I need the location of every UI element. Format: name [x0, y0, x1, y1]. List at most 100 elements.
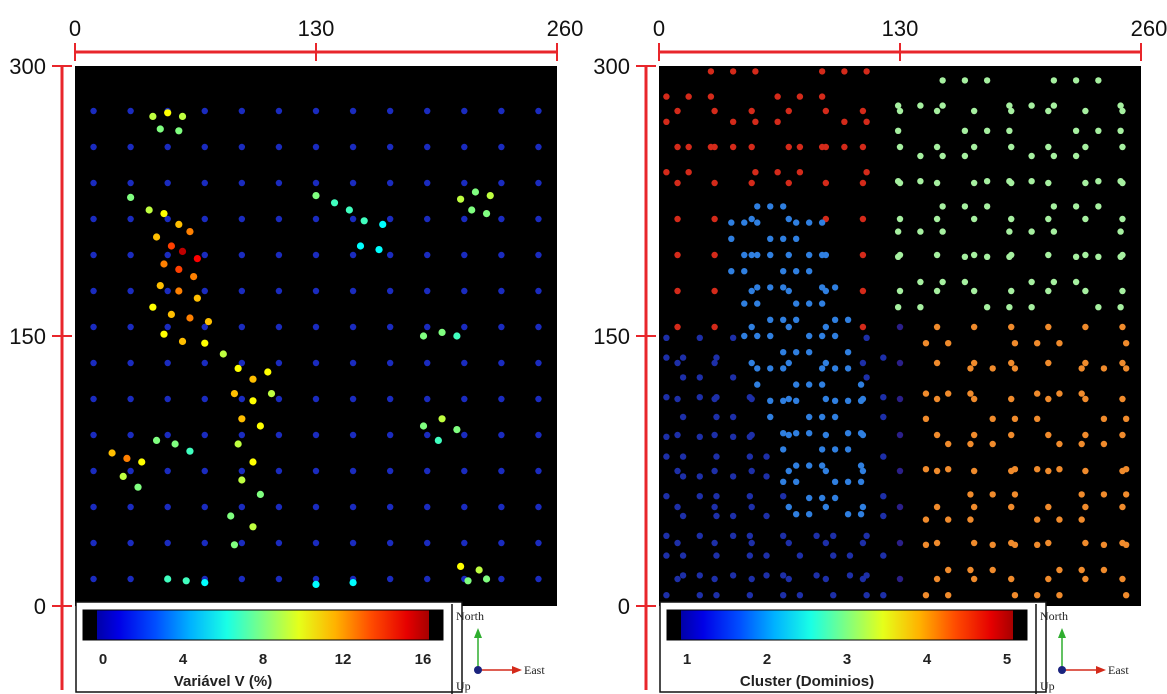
grid-sample-point: [275, 251, 283, 259]
data-point: [238, 476, 246, 484]
cluster-point: [844, 446, 852, 453]
grid-sample-point: [970, 359, 978, 367]
grid-sample-point: [1045, 143, 1052, 151]
data-point: [149, 303, 157, 311]
x-tick-label: 260: [547, 16, 583, 41]
cluster-point: [767, 235, 774, 242]
grid-sample-point: [238, 251, 246, 259]
cluster-point: [1050, 152, 1058, 160]
cluster-point: [1056, 516, 1063, 523]
colorbar-tick-label: 16: [415, 651, 432, 668]
grid-sample-point: [312, 359, 320, 367]
cluster-point: [685, 143, 692, 151]
grid-sample-point: [1082, 503, 1089, 511]
grid-sample-point: [238, 467, 246, 475]
grid-sample-point: [822, 359, 830, 367]
grid-sample-point: [1008, 575, 1015, 583]
cluster-point: [663, 433, 670, 440]
data-point: [379, 220, 387, 228]
cluster-point: [792, 381, 800, 388]
grid-sample-point: [933, 539, 941, 547]
data-point: [156, 125, 164, 133]
grid-sample-point: [238, 143, 246, 151]
grid-sample-point: [312, 215, 320, 223]
data-point: [175, 127, 183, 135]
grid-sample-point: [896, 467, 904, 475]
cluster-point: [831, 446, 839, 453]
cluster-point: [696, 394, 703, 401]
cluster-point: [939, 228, 946, 235]
cluster-point: [1033, 390, 1041, 397]
data-point: [160, 260, 168, 268]
cluster-point: [818, 332, 826, 340]
cluster-point: [1122, 541, 1130, 548]
grid-sample-point: [933, 107, 941, 115]
grid-sample-point: [1045, 323, 1052, 331]
data-point: [312, 580, 320, 589]
cluster-point: [863, 572, 870, 579]
cluster-point: [792, 430, 800, 437]
grid-sample-point: [275, 323, 283, 331]
grid-sample-point: [1008, 359, 1015, 367]
grid-sample-point: [127, 215, 134, 223]
cluster-point: [939, 203, 946, 210]
grid-sample-point: [859, 215, 867, 223]
cluster-point: [1072, 278, 1080, 286]
grid-sample-point: [386, 323, 394, 331]
grid-sample-point: [238, 539, 246, 547]
cluster-point: [1011, 415, 1019, 422]
cluster-point: [880, 394, 887, 401]
cluster-point: [679, 413, 687, 421]
data-point: [475, 566, 483, 574]
grid-sample-point: [822, 503, 830, 511]
cluster-point: [767, 413, 774, 421]
grid-sample-point: [1045, 539, 1052, 547]
data-point: [138, 458, 146, 466]
grid-sample-point: [859, 539, 867, 547]
grid-sample-point: [933, 215, 941, 223]
cluster-point: [780, 316, 787, 323]
cluster-point: [805, 430, 813, 437]
cluster-point: [939, 278, 946, 286]
grid-sample-point: [1082, 143, 1089, 151]
y-tick-label: 0: [618, 594, 630, 619]
data-point: [123, 454, 131, 462]
grid-sample-point: [535, 503, 542, 511]
cluster-point: [729, 512, 737, 520]
grid-sample-point: [933, 503, 941, 511]
cluster-point: [945, 440, 952, 448]
cluster-point: [663, 93, 670, 100]
grid-sample-point: [461, 467, 468, 475]
grid-sample-point: [238, 107, 246, 115]
grid-sample-point: [275, 143, 283, 151]
cluster-point: [818, 219, 826, 226]
cluster-point: [707, 143, 715, 151]
cluster-point: [696, 572, 703, 579]
grid-sample-point: [859, 467, 867, 475]
grid-sample-point: [859, 359, 867, 367]
colorbar-tick-label: 12: [335, 651, 352, 668]
cluster-point: [1100, 491, 1108, 498]
grid-sample-point: [896, 323, 904, 331]
grid-sample-point: [127, 539, 134, 547]
compass-east-label: East: [1108, 663, 1129, 677]
grid-sample-point: [127, 431, 134, 439]
cluster-point: [780, 430, 787, 437]
cluster-point: [831, 397, 839, 404]
grid-sample-point: [822, 575, 830, 583]
cluster-point: [696, 473, 703, 480]
cluster-point: [713, 354, 720, 361]
grid-sample-point: [461, 107, 468, 115]
grid-sample-point: [312, 323, 320, 331]
cluster-point: [1006, 253, 1013, 260]
cluster-point: [961, 253, 969, 260]
grid-sample-point: [711, 467, 718, 475]
cluster-point: [1056, 390, 1063, 397]
grid-sample-point: [535, 287, 542, 295]
grid-sample-point: [461, 215, 468, 223]
grid-sample-point: [970, 107, 978, 115]
cluster-point: [1122, 491, 1130, 498]
grid-sample-point: [748, 179, 755, 187]
data-point: [356, 242, 365, 250]
cluster-point: [967, 365, 974, 372]
